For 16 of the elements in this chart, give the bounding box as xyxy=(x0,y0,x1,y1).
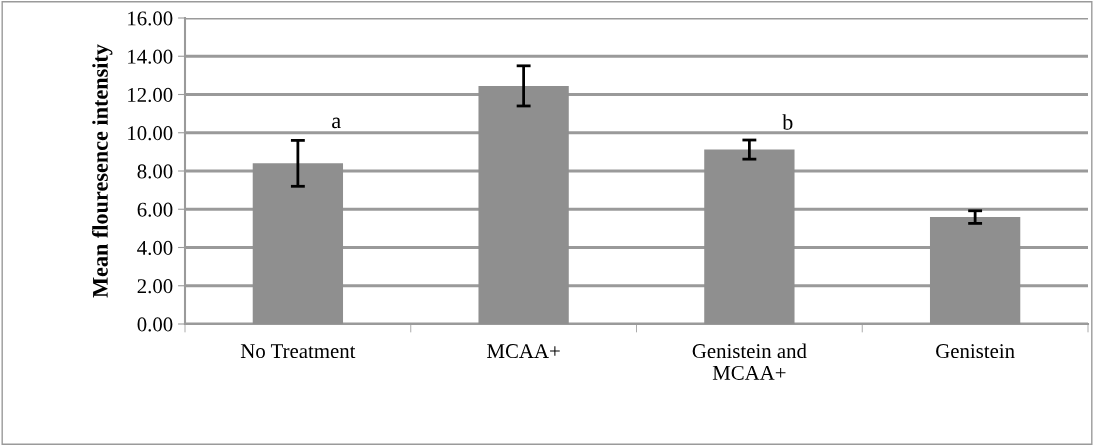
x-tick-label: Genistein xyxy=(936,344,1015,359)
y-tick-label: 6.00 xyxy=(137,202,173,217)
x-tick-label: Genistein and MCAA+ xyxy=(692,343,807,380)
y-tick-label: 2.00 xyxy=(137,279,173,294)
y-tick-label: 0.00 xyxy=(137,317,173,332)
y-tick-label: 14.00 xyxy=(128,49,173,64)
annotation: b xyxy=(782,114,793,130)
x-tick-label: MCAA+ xyxy=(487,344,560,359)
annotation: a xyxy=(332,117,341,129)
x-tick-label: No Treatment xyxy=(240,344,356,359)
y-tick-label: 10.00 xyxy=(128,126,173,141)
y-tick-label: 12.00 xyxy=(128,87,173,103)
y-axis-title: Mean flouresence intensity xyxy=(91,44,113,298)
y-tick-label: 16.00 xyxy=(128,11,173,26)
y-tick-label: 4.00 xyxy=(137,240,173,256)
y-tick-label: 8.00 xyxy=(137,164,173,179)
